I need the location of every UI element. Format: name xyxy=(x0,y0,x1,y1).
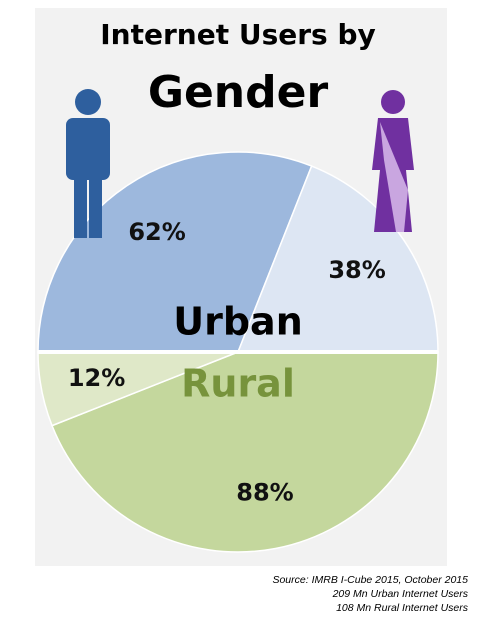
group-label: Urban xyxy=(173,300,303,344)
wedge xyxy=(236,165,439,353)
wedge xyxy=(51,351,439,553)
chart-title: Internet Users by xyxy=(100,18,376,51)
value-label: 62% xyxy=(128,218,185,246)
group-label: Rural xyxy=(181,362,295,406)
male-icon xyxy=(66,89,110,238)
note: Source: IMRB I-Cube 2015, October 2015 xyxy=(272,574,468,586)
pie: Urban Rural 62% 38% 88% 12% xyxy=(37,151,439,553)
value-label: 38% xyxy=(328,256,385,284)
value-label: 12% xyxy=(68,364,125,392)
notes: Source: IMRB I-Cube 2015, October 2015 20… xyxy=(272,574,468,614)
note: 209 Mn Urban Internet Users xyxy=(332,588,469,600)
value-label: 88% xyxy=(236,478,293,506)
female-icon xyxy=(372,90,414,232)
chart-title: Gender xyxy=(148,67,329,118)
note: 108 Mn Rural Internet Users xyxy=(336,602,469,614)
wedge xyxy=(37,151,313,353)
